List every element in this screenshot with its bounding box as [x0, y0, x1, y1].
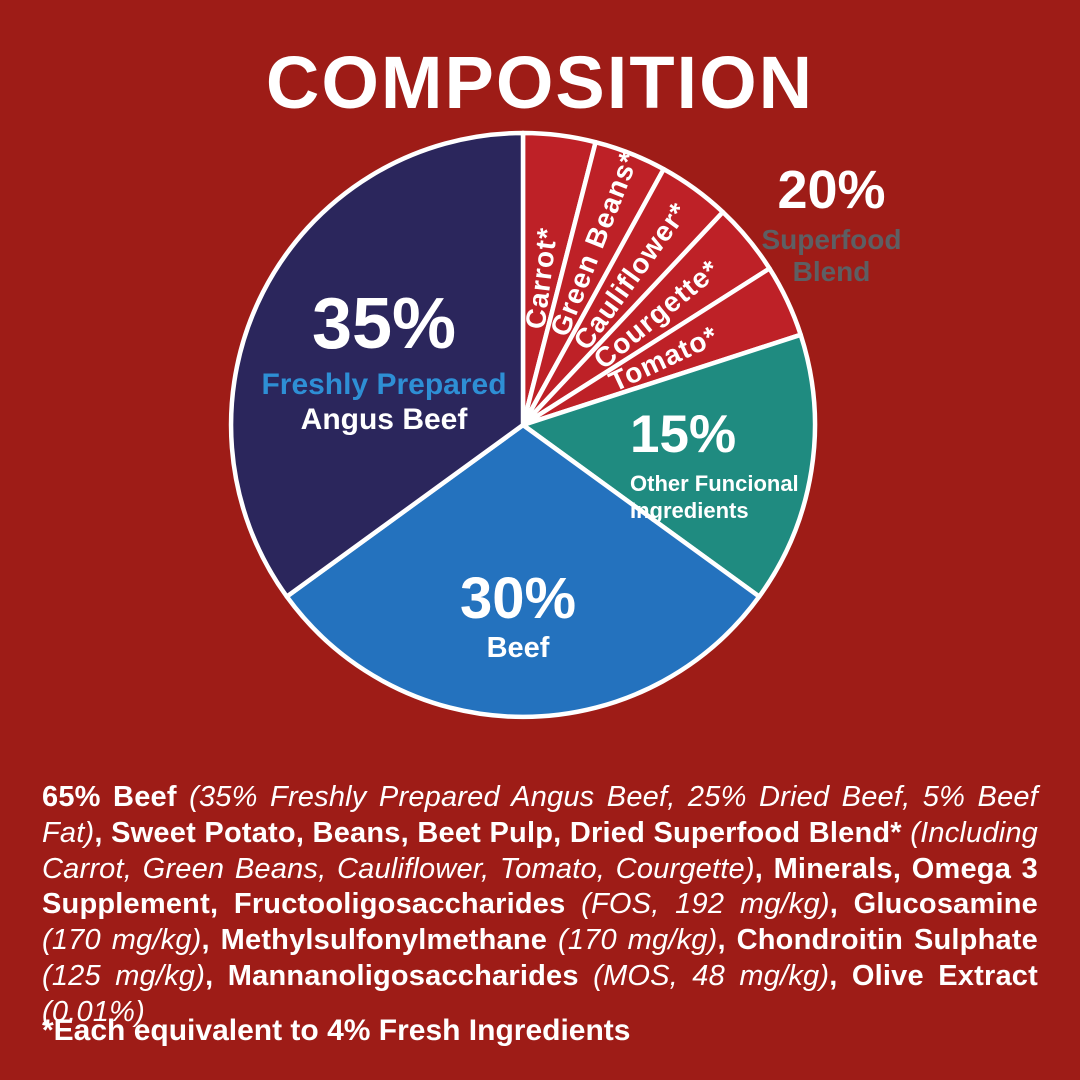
callout-beef: 30% Beef — [398, 570, 638, 663]
beef-label: Beef — [486, 632, 550, 664]
pie-slice-other-funcional-ingredients — [520, 332, 818, 599]
ingredient-name: , — [829, 959, 852, 992]
ingredient-detail: (170 mg/kg) — [42, 924, 202, 957]
ingredient-name: , — [829, 888, 854, 921]
ingredient-name: 65% Beef — [42, 781, 190, 813]
functional-percent: 15% — [630, 405, 737, 464]
angus-line1: Freshly Prepared — [261, 368, 507, 401]
superfood-percent: 20% — [777, 160, 886, 220]
ingredient-name: , — [94, 816, 112, 849]
pie-slice-freshly-prepared-angus-beef — [228, 130, 526, 599]
ingredient-name: Glucosamine — [853, 888, 1038, 921]
ingredient-detail: (FOS, 192 mg/kg) — [581, 888, 830, 921]
ingredient-name: Chondroitin Sulphate — [736, 924, 1039, 957]
ingredient-name: Methylsulfonylmethane — [220, 924, 558, 957]
ingredient-detail: (35% Freshly Prepared Angus Beef, 25% Dr… — [42, 781, 1038, 849]
ingredient-name: , — [754, 852, 774, 885]
ingredient-name: Minerals, Omega 3 Supplement, Fructoolig… — [42, 852, 1038, 921]
footnote: *Each equivalent to 4% Fresh Ingredients — [42, 1014, 631, 1047]
ingredient-detail: (170 mg/kg) — [557, 924, 718, 957]
pie-slice-beef — [284, 422, 762, 720]
functional-label: Other Funcional Ingredients — [630, 471, 799, 523]
ingredient-name: Sweet Potato, Beans, Beet Pulp, Dried Su… — [111, 816, 911, 849]
superfood-label: Superfood Blend — [761, 224, 902, 287]
page-title: COMPOSITION — [265, 41, 815, 124]
ingredient-detail: (MOS, 48 mg/kg) — [593, 959, 830, 992]
callout-functional-ingredients: 15% Other Funcional Ingredients — [630, 408, 820, 524]
callout-superfood-blend: 20% Superfood Blend — [744, 163, 919, 288]
ingredient-name: , — [205, 959, 228, 992]
ingredient-detail: (125 mg/kg) — [42, 959, 206, 992]
beef-percent: 30% — [459, 566, 577, 631]
ingredient-name: , — [201, 924, 221, 957]
angus-percent: 35% — [311, 284, 457, 364]
angus-line2: Angus Beef — [300, 403, 468, 436]
ingredient-name: Mannanoligosaccharides — [227, 959, 594, 992]
ingredients-paragraph: 65% Beef (35% Freshly Prepared Angus Bee… — [42, 780, 1038, 1031]
callout-angus-beef: 35% Freshly Prepared Angus Beef — [224, 288, 544, 435]
ingredient-name: , — [717, 924, 737, 957]
ingredient-name: Olive Extract — [851, 959, 1038, 992]
ingredient-detail: (0.01%) — [42, 995, 145, 1028]
ingredient-detail: (Including Carrot, Green Beans, Cauliflo… — [42, 816, 1039, 885]
